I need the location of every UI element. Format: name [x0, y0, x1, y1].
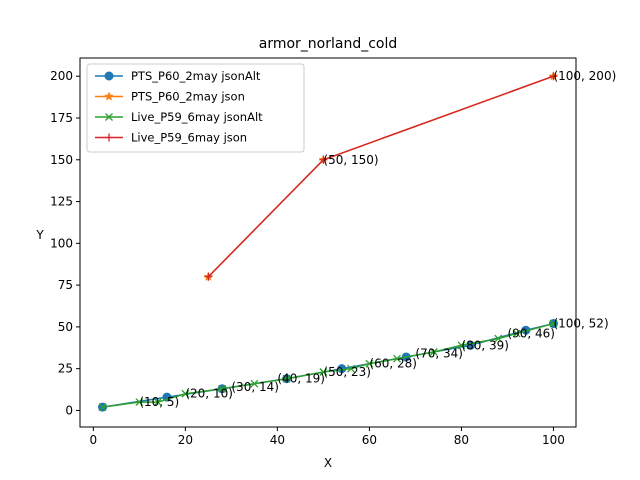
legend-entry: Live_P59_6may jsonAlt: [95, 110, 263, 124]
data-point: [319, 368, 328, 376]
y-tick-label: 200: [50, 69, 73, 83]
data-label: (50, 23): [323, 365, 371, 379]
data-point: [135, 398, 144, 407]
data-label: (30, 14): [231, 380, 279, 394]
legend-label: PTS_P60_2may jsonAlt: [131, 69, 261, 83]
legend-entry: Live_P59_6may json: [95, 131, 247, 145]
x-tick-label: 20: [178, 433, 193, 447]
x-tick-label: 0: [90, 433, 98, 447]
data-point: [393, 354, 401, 363]
y-tick-label: 50: [58, 320, 73, 334]
legend-label: PTS_P60_2may json: [131, 90, 245, 104]
series-line: [102, 322, 554, 408]
y-axis-label: Y: [35, 228, 44, 242]
data-point: [365, 359, 374, 368]
data-point: [549, 72, 558, 81]
y-tick-label: 175: [50, 111, 73, 125]
y-tick-label: 75: [58, 278, 73, 292]
data-label: (90, 46): [507, 327, 555, 341]
data-label: (70, 34): [415, 347, 463, 361]
y-tick-label: 150: [50, 153, 73, 167]
data-point: [457, 341, 466, 350]
data-point: [153, 398, 162, 407]
data-point: [204, 272, 213, 281]
data-label: (100, 200): [553, 69, 616, 83]
legend: PTS_P60_2may jsonAlt PTS_P60_2may json Liv…: [86, 63, 305, 153]
data-label: (50, 150): [323, 153, 378, 167]
x-tick-label: 80: [454, 433, 469, 447]
series-4: [204, 72, 558, 281]
legend-entry: PTS_P60_2may json: [95, 90, 245, 104]
data-label: (100, 52): [553, 317, 608, 331]
series-layer: [98, 71, 559, 412]
data-point: [319, 155, 328, 164]
y-tick-label: 25: [58, 362, 73, 376]
x-tick-label: 40: [270, 433, 285, 447]
data-point: [282, 374, 291, 383]
data-point: [347, 364, 355, 373]
legend-marker: [105, 113, 113, 121]
data-point: [429, 348, 438, 356]
data-point: [494, 334, 503, 343]
legend-marker: [104, 91, 114, 101]
data-point: [512, 329, 521, 338]
chart-title: armor_norland_cold: [259, 36, 398, 52]
series-3: [98, 319, 558, 412]
data-point: [181, 389, 190, 398]
legend-frame: [86, 63, 305, 153]
data-label: (40, 19): [277, 372, 325, 386]
data-label: (80, 39): [461, 338, 509, 352]
legend-marker: [105, 133, 113, 142]
data-point: [250, 379, 259, 388]
legend-entry: PTS_P60_2may jsonAlt: [95, 69, 261, 83]
data-label: (20, 10): [185, 387, 233, 401]
data-point: [218, 384, 227, 393]
annotation-layer: (10, 5)(20, 10)(30, 14)(40, 19)(50, 23)(…: [139, 69, 616, 409]
y-tick-label: 125: [50, 195, 73, 209]
legend-label: Live_P59_6may jsonAlt: [131, 110, 263, 124]
data-label: (10, 5): [139, 395, 179, 409]
y-tick-label: 100: [50, 236, 73, 250]
legend-marker: [104, 71, 114, 81]
plot-area-frame: [79, 57, 577, 428]
y-axis: 0 25 50 75 100 125 150 175 200: [50, 69, 80, 417]
x-tick-label: 100: [542, 433, 565, 447]
y-tick-label: 0: [65, 403, 73, 417]
data-point: [98, 403, 107, 412]
legend-label: Live_P59_6may json: [131, 131, 247, 145]
data-label: (60, 28): [369, 357, 417, 371]
x-tick-label: 60: [362, 433, 377, 447]
x-axis-label: X: [324, 456, 332, 470]
data-point: [549, 319, 558, 328]
x-axis: 0 20 40 60 80 100: [90, 427, 565, 447]
